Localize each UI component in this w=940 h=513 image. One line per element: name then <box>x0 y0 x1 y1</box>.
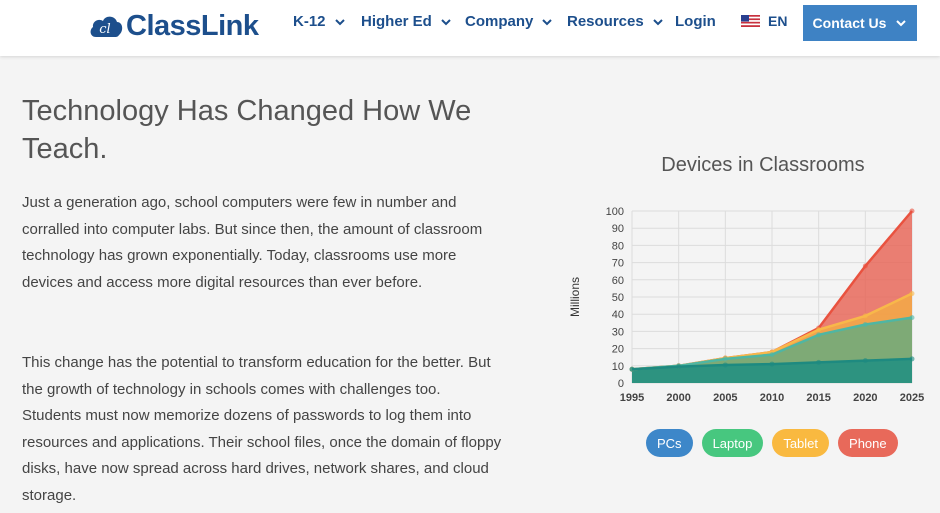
nav-higher-ed[interactable]: Higher Ed <box>361 13 452 30</box>
data-point-laptop <box>769 352 775 358</box>
top-navigation-bar: cl ClassLink K-12 Higher Ed Company Reso… <box>0 0 940 56</box>
nav-higher-ed-label: Higher Ed <box>361 13 432 30</box>
y-tick-label: 80 <box>612 240 624 252</box>
data-point-pcs <box>909 356 915 362</box>
nav-resources-label: Resources <box>567 13 644 30</box>
page-title: Technology Has Changed How We Teach. <box>22 95 472 165</box>
y-tick-label: 20 <box>612 344 624 356</box>
nav-company-label: Company <box>465 13 534 30</box>
us-flag-icon <box>741 15 760 27</box>
y-tick-label: 90 <box>612 223 624 235</box>
nav-login-label: Login <box>675 13 716 30</box>
data-point-pcs <box>722 362 728 368</box>
data-point-laptop <box>909 315 915 321</box>
contact-us-label: Contact Us <box>812 15 887 31</box>
data-point-tablet <box>909 291 915 297</box>
x-tick-label: 1995 <box>620 392 644 404</box>
nav-resources[interactable]: Resources <box>567 13 664 30</box>
y-tick-label: 70 <box>612 258 624 270</box>
x-tick-label: 2005 <box>713 392 737 404</box>
x-tick-label: 2010 <box>760 392 784 404</box>
data-point-tablet <box>816 327 822 333</box>
logo-wordmark: ClassLink <box>126 9 259 42</box>
y-tick-label: 0 <box>618 378 624 390</box>
chevron-down-icon <box>896 20 907 27</box>
data-point-pcs <box>676 364 682 370</box>
chevron-down-icon <box>334 18 345 25</box>
data-point-pcs <box>769 361 775 367</box>
data-point-pcs <box>629 366 635 372</box>
svg-text:cl: cl <box>99 22 110 37</box>
data-point-laptop <box>722 356 728 362</box>
nav-k12[interactable]: K-12 <box>293 13 346 30</box>
data-point-laptop <box>862 322 868 328</box>
intro-paragraph: Just a generation ago, school computers … <box>22 194 483 291</box>
classlink-logo[interactable]: cl ClassLink <box>88 8 259 44</box>
cloud-logo-icon: cl <box>90 16 123 37</box>
y-tick-label: 60 <box>612 275 624 287</box>
chart-legend: PCs Laptop Tablet Phone <box>646 429 907 457</box>
y-tick-label: 40 <box>612 309 624 321</box>
nav-company[interactable]: Company <box>465 13 553 30</box>
y-tick-label: 10 <box>612 361 624 373</box>
challenge-paragraph: This change has the potential to transfo… <box>22 354 502 504</box>
x-tick-label: 2015 <box>806 392 830 404</box>
data-point-pcs <box>816 359 822 365</box>
legend-pcs[interactable]: PCs <box>646 429 693 457</box>
legend-tablet[interactable]: Tablet <box>772 429 830 457</box>
language-label: EN <box>768 13 788 29</box>
data-point-phone <box>862 263 868 269</box>
legend-phone[interactable]: Phone <box>838 429 898 457</box>
x-tick-label: 2020 <box>853 392 877 404</box>
x-tick-label: 2000 <box>666 392 690 404</box>
chevron-down-icon <box>653 18 663 25</box>
y-tick-label: 30 <box>612 326 624 338</box>
language-selector[interactable]: EN <box>741 13 787 29</box>
y-axis-label: Millions <box>568 277 582 317</box>
chart-title: Devices in Classrooms <box>661 154 865 176</box>
chevron-down-icon <box>441 18 451 25</box>
data-point-phone <box>909 208 915 214</box>
chevron-down-icon <box>542 18 553 25</box>
nav-k12-label: K-12 <box>293 13 326 30</box>
legend-laptop[interactable]: Laptop <box>701 429 764 457</box>
contact-us-button[interactable]: Contact Us <box>803 5 917 41</box>
devices-area-chart: 0 10 20 30 40 50 60 70 80 90 100 1995 2000 2005 2010 20… <box>568 206 924 404</box>
y-tick-label: 100 <box>606 206 624 218</box>
data-point-laptop <box>816 332 822 338</box>
x-tick-label: 2025 <box>900 392 924 404</box>
area-pcs <box>632 358 912 383</box>
data-point-pcs <box>862 358 868 364</box>
nav-login[interactable]: Login <box>675 13 716 30</box>
data-point-tablet <box>862 313 868 319</box>
y-tick-label: 50 <box>612 292 624 304</box>
